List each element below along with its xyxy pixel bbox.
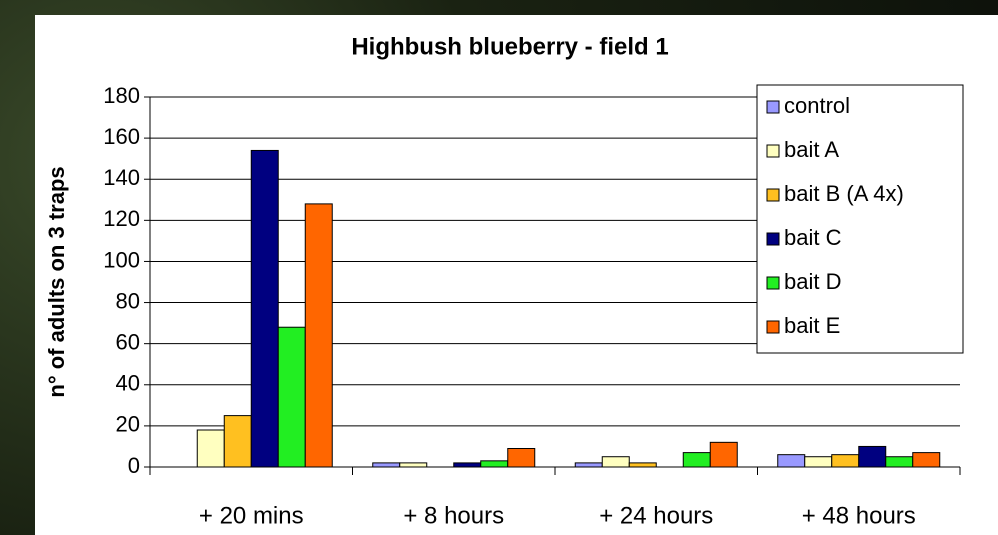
bar — [804, 456, 833, 468]
y-axis-label: n° of adults on 3 traps — [44, 166, 69, 397]
legend-swatch — [766, 232, 780, 246]
legend-label: bait A — [784, 137, 839, 162]
bar — [372, 462, 401, 468]
legend-label: control — [784, 93, 850, 118]
bar — [453, 462, 482, 468]
y-tick-label: 80 — [116, 288, 140, 313]
legend-label: bait B (A 4x) — [784, 181, 904, 206]
bar — [682, 452, 711, 468]
bar — [777, 454, 806, 468]
y-tick-label: 120 — [103, 206, 140, 231]
bar — [601, 456, 630, 468]
bar — [574, 462, 603, 468]
y-tick-label: 160 — [103, 124, 140, 149]
legend-label: bait C — [784, 225, 842, 250]
chart-title: Highbush blueberry - field 1 — [351, 33, 668, 60]
y-tick-label: 0 — [128, 453, 140, 478]
y-tick-label: 180 — [103, 83, 140, 108]
legend-swatch — [766, 188, 780, 202]
y-tick-label: 40 — [116, 371, 140, 396]
bar — [250, 149, 279, 468]
legend-swatch — [766, 276, 780, 290]
bar — [399, 462, 428, 468]
x-tick-label: + 24 hours — [599, 502, 713, 529]
x-tick-label: + 8 hours — [403, 502, 504, 529]
bar — [885, 456, 914, 468]
x-tick-label: + 48 hours — [802, 502, 916, 529]
legend-box — [756, 84, 964, 354]
legend-swatch — [766, 100, 780, 114]
y-tick-label: 100 — [103, 247, 140, 272]
y-tick-label: 60 — [116, 329, 140, 354]
bar — [628, 462, 657, 468]
bar — [480, 460, 509, 468]
bar — [223, 415, 252, 468]
bar — [507, 448, 536, 468]
bar — [858, 445, 887, 468]
legend-swatch — [766, 320, 780, 334]
x-tick-label: + 20 mins — [199, 502, 304, 529]
bar — [304, 203, 333, 468]
bar — [831, 454, 860, 468]
bar — [196, 429, 225, 468]
legend-label: bait E — [784, 313, 840, 338]
legend-label: bait D — [784, 269, 841, 294]
bar — [912, 452, 941, 468]
legend-swatch — [766, 144, 780, 158]
bar — [277, 326, 306, 468]
y-tick-label: 140 — [103, 165, 140, 190]
y-tick-label: 20 — [116, 412, 140, 437]
bar — [709, 441, 738, 468]
